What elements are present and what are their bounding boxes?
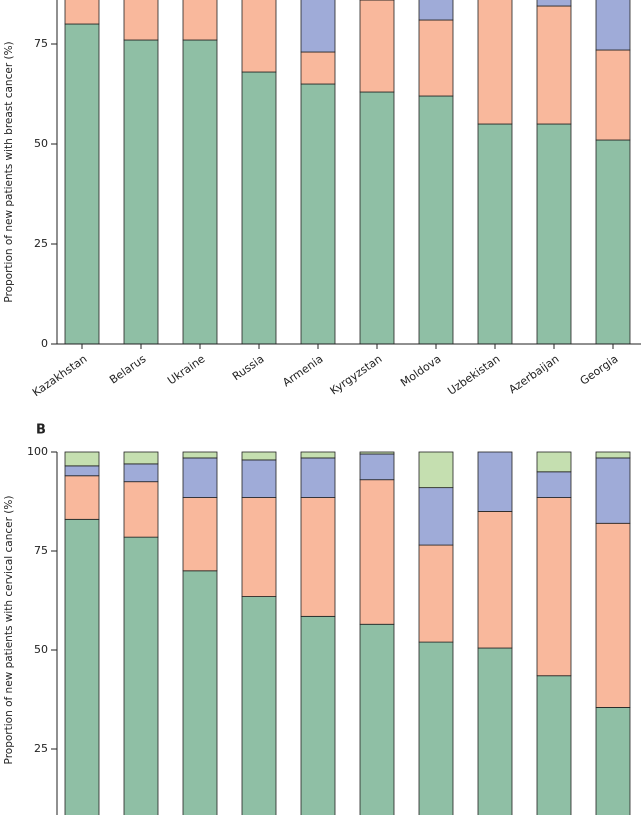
bar-segment: [300, 0, 336, 53]
bar-segment: [536, 675, 572, 815]
x-tick-label: Russia: [230, 352, 266, 383]
bar-segment: [182, 497, 218, 572]
x-tick-label: Armenia: [280, 352, 325, 389]
y-axis-title: Proportion of new patients with cervical…: [3, 496, 15, 765]
bar-segment: [64, 465, 100, 477]
bar-segment: [359, 453, 395, 481]
bar-segment: [182, 457, 218, 498]
bar-segment: [477, 123, 513, 345]
bar-segment: [182, 570, 218, 815]
bar-segment: [241, 497, 277, 597]
bar-segment: [241, 451, 277, 461]
bar-segment: [418, 544, 454, 643]
bar-segment: [359, 91, 395, 345]
bar-segment: [477, 0, 513, 125]
bar-segment: [359, 0, 395, 93]
bar-segment: [536, 123, 572, 345]
bar-segment: [241, 0, 277, 73]
bar-segment: [300, 51, 336, 85]
panel-label: B: [36, 423, 46, 438]
bar-segment: [418, 487, 454, 546]
bar-segment: [64, 451, 100, 467]
y-tick-label: 100: [27, 445, 48, 458]
bar-segment: [123, 0, 159, 41]
bar-segment: [418, 451, 454, 489]
bar-segment: [595, 522, 631, 708]
y-tick-label: 75: [34, 544, 48, 557]
bar-segment: [182, 39, 218, 345]
y-tick-label: 25: [34, 742, 48, 755]
bar-segment: [123, 481, 159, 538]
bar-segment: [418, 641, 454, 815]
bar-segment: [418, 19, 454, 97]
bar-segment: [300, 497, 336, 617]
bar-segment: [418, 95, 454, 345]
bar-segment: [300, 451, 336, 459]
bar-segment: [477, 451, 513, 512]
bar-segment: [359, 479, 395, 625]
bar-segment: [300, 615, 336, 815]
bar-segment: [300, 83, 336, 345]
bar-segment: [536, 5, 572, 125]
y-tick-label: 75: [34, 37, 48, 50]
bar-segment: [595, 457, 631, 524]
bar-segment: [64, 0, 100, 25]
bar-segment: [182, 451, 218, 459]
bar-segment: [300, 457, 336, 498]
bar-segment: [595, 139, 631, 345]
y-tick-label: 0: [41, 337, 48, 350]
bar-segment: [241, 459, 277, 498]
x-tick-label: Ukraine: [165, 352, 207, 387]
x-tick-label: Belarus: [107, 352, 149, 387]
x-tick-label: Georgia: [578, 352, 621, 387]
bar-segment: [123, 536, 159, 815]
bar-segment: [64, 518, 100, 815]
bar-segment: [359, 451, 395, 455]
bar-segment: [123, 451, 159, 465]
bar-segment: [595, 707, 631, 815]
bar-segment: [64, 475, 100, 520]
bar-segment: [64, 23, 100, 345]
x-tick-label: Uzbekistan: [445, 352, 502, 398]
y-tick-label: 25: [34, 237, 48, 250]
bar-segment: [536, 497, 572, 677]
bar-segment: [123, 39, 159, 345]
bar-segment: [241, 596, 277, 815]
bar-segment: [477, 647, 513, 815]
bar-segment: [595, 0, 631, 51]
x-tick-label: Kyrgyzstan: [328, 352, 385, 397]
bar-segment: [418, 0, 454, 21]
bar-segment: [123, 463, 159, 483]
bar-segment: [182, 0, 218, 41]
bar-segment: [536, 0, 572, 7]
bar-segment: [595, 451, 631, 459]
x-tick-label: Kazakhstan: [30, 352, 89, 399]
y-tick-label: 50: [34, 643, 48, 656]
bar-segment: [595, 49, 631, 141]
bar-segment: [536, 451, 572, 473]
bar-segment: [536, 471, 572, 498]
x-tick-label: Azerbaijan: [506, 352, 561, 396]
y-tick-label: 50: [34, 137, 48, 150]
bar-segment: [359, 623, 395, 815]
x-tick-label: Moldova: [398, 352, 443, 389]
y-axis-title: Proportion of new patients with breast c…: [3, 41, 15, 302]
bar-segment: [477, 510, 513, 649]
bar-segment: [241, 71, 277, 345]
